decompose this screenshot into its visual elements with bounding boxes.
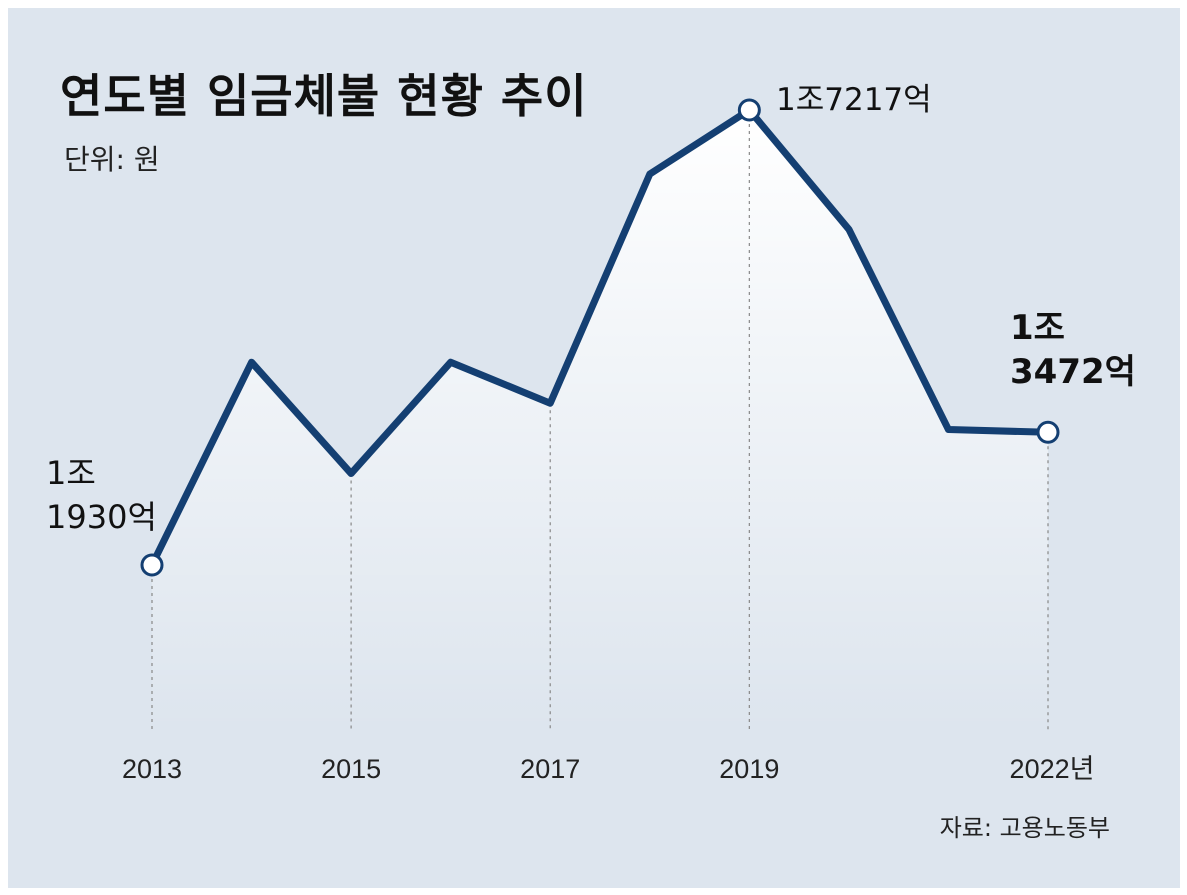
data-point-2019	[737, 98, 761, 122]
x-tick-label-2015: 2015	[321, 754, 381, 784]
area-fill	[152, 110, 1048, 730]
x-tick-label-2022: 2022년	[1010, 754, 1095, 784]
value-label-2013-line2: 1930억	[46, 498, 157, 536]
line-chart: 2013 2015 2017 2019 2022년 1조1930억1조7217억1조34…	[46, 82, 1136, 784]
value-label-2019-line1: 1조7217억	[776, 82, 932, 118]
chart-title: 연도별 임금체불 현황 추이	[60, 69, 588, 123]
source-label: 자료: 고용노동부	[939, 814, 1110, 842]
chart-frame: 2013 2015 2017 2019 2022년 1조 1930억 1조7217억 1조 34…	[8, 8, 1180, 888]
data-point-2022	[1036, 420, 1060, 444]
x-tick-label-2017: 2017	[520, 754, 580, 784]
x-tick-label-2013: 2013	[122, 754, 182, 784]
data-point-2013	[140, 553, 164, 577]
series-line	[148, 106, 1052, 569]
value-label-2022-line2: 3472억	[1010, 352, 1136, 392]
unit-label: 단위: 원	[64, 143, 160, 176]
value-label-2022-line1: 1조	[1010, 308, 1065, 348]
x-tick-label-2019: 2019	[719, 754, 779, 784]
value-label-2013-line1: 1조	[46, 454, 96, 492]
